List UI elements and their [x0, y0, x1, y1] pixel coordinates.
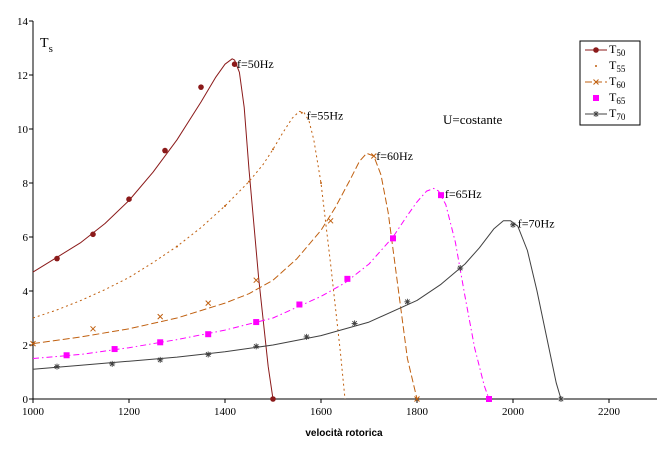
legend-entry-70: T70: [585, 106, 626, 122]
legend-marker: [593, 95, 599, 101]
y-tick-label: 14: [17, 16, 29, 28]
x-tick-label: 1200: [118, 406, 141, 418]
curve-label-65: f=65Hz: [445, 187, 482, 201]
data-point: [205, 300, 212, 307]
data-point: [253, 343, 260, 350]
legend-label: T55: [609, 58, 626, 74]
curve-label-50: f=50Hz: [237, 57, 274, 71]
legend-label: T65: [609, 90, 626, 106]
data-point: [90, 231, 96, 238]
legend-entry-65: T65: [593, 90, 626, 106]
data-point: [327, 217, 334, 224]
data-point: [157, 313, 164, 320]
data-point: [320, 182, 322, 184]
legend-marker: [593, 79, 599, 85]
data-point: [90, 325, 96, 332]
data-point: [457, 265, 464, 272]
y-tick-label: 4: [23, 286, 29, 298]
data-point: [205, 351, 212, 358]
x-tick-label: 1800: [406, 406, 429, 418]
data-point: [63, 352, 70, 359]
data-point: [344, 275, 351, 282]
data-point: [414, 396, 420, 402]
curve-labels: f=50Hz f=55Hz f=60Hz f=65Hz f=70Hz: [237, 57, 555, 230]
data-point: [370, 153, 377, 159]
data-point: [157, 339, 164, 346]
data-point: [54, 255, 60, 262]
data-point: [351, 320, 358, 327]
data-point: [272, 148, 274, 151]
y-tick-label: 0: [23, 394, 29, 406]
series-line-65: [32, 187, 490, 400]
data-point: [558, 396, 564, 402]
series-line-70: [32, 220, 562, 400]
y-tick-label: 10: [17, 124, 29, 136]
y-tick-label: 6: [23, 232, 29, 244]
data-point: [162, 147, 168, 154]
series-50: [32, 58, 276, 402]
data-point: [296, 301, 303, 308]
x-tick-label: 2000: [502, 406, 525, 418]
series-65: [32, 187, 492, 402]
legend-label: T70: [609, 106, 626, 122]
curve-label-55: f=55Hz: [307, 109, 344, 123]
data-point: [248, 180, 250, 183]
data-point: [176, 245, 178, 248]
data-point: [224, 204, 226, 207]
data-point: [486, 396, 492, 402]
series-line-50: [32, 58, 274, 400]
x-tick-label: 1000: [22, 406, 45, 418]
data-point: [253, 277, 260, 284]
data-point: [111, 346, 118, 353]
x-axis-label: velocità rotorica: [305, 428, 383, 439]
legend-entry-50: T50: [585, 42, 626, 58]
legend-label: T60: [609, 74, 626, 90]
data-point: [270, 396, 276, 402]
data-point: [510, 221, 516, 228]
legend-marker: [595, 65, 597, 67]
x-tick-label: 2200: [598, 406, 621, 418]
legend-entry-55: T55: [595, 58, 626, 74]
curve-label-70: f=70Hz: [518, 217, 555, 231]
data-point: [300, 111, 303, 114]
y-tick-label: 8: [23, 178, 29, 190]
data-point: [109, 360, 116, 367]
legend-entry-60: T60: [585, 74, 626, 90]
y-axis-label: Ts: [40, 36, 53, 55]
series-60: [30, 152, 420, 402]
data-point: [390, 235, 396, 242]
data-point: [253, 319, 260, 326]
data-point: [30, 340, 36, 347]
series-70: [32, 220, 564, 402]
data-point: [205, 331, 212, 338]
data-point: [157, 356, 164, 363]
axes: 0 2 4 6 8 10 12 14 1000 1200 1400 1600 1800 2000 2200: [17, 16, 657, 418]
series-line-55: [32, 110, 346, 400]
series-55: [32, 110, 346, 400]
x-tick-label: 1400: [214, 406, 237, 418]
legend-marker: [593, 111, 599, 117]
y-tick-label: 12: [17, 70, 28, 82]
series-layer: [30, 58, 564, 402]
data-point: [54, 363, 60, 370]
data-point: [231, 61, 238, 67]
y-tick-label: 2: [23, 340, 29, 352]
legend-box: [579, 40, 641, 126]
legend-label: T50: [609, 42, 626, 58]
legend-marker: [593, 47, 599, 53]
data-point: [438, 192, 444, 199]
data-point: [126, 196, 132, 202]
data-point: [198, 84, 204, 90]
data-point: [303, 333, 310, 340]
constant-voltage-annotation: U=costante: [443, 112, 503, 127]
x-tick-label: 1600: [310, 406, 333, 418]
series-line-60: [32, 152, 418, 400]
data-point: [404, 298, 411, 305]
curve-label-60: f=60Hz: [376, 149, 413, 163]
